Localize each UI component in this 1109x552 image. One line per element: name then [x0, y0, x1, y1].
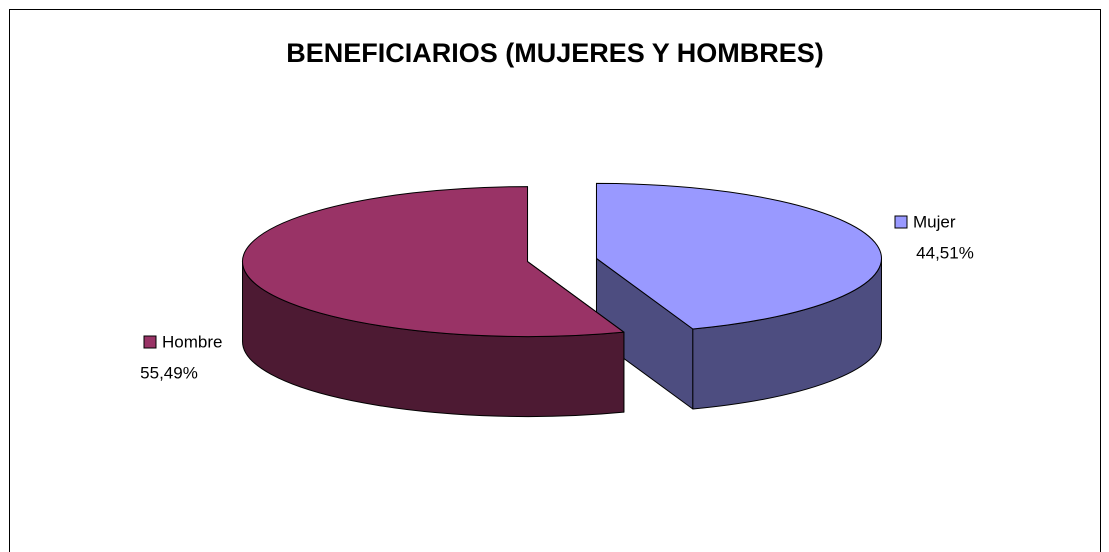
chart-title: BENEFICIARIOS (MUJERES Y HOMBRES) — [286, 38, 824, 68]
label-swatch — [143, 335, 157, 349]
category-label: Mujer — [913, 212, 956, 231]
chart-frame — [9, 9, 1101, 552]
value-label: 44,51% — [916, 243, 974, 262]
slice-top — [595, 182, 882, 330]
slice-top — [242, 186, 625, 338]
label-swatch — [894, 215, 908, 229]
category-label: Hombre — [162, 332, 222, 351]
value-label: 55,49% — [140, 363, 198, 382]
